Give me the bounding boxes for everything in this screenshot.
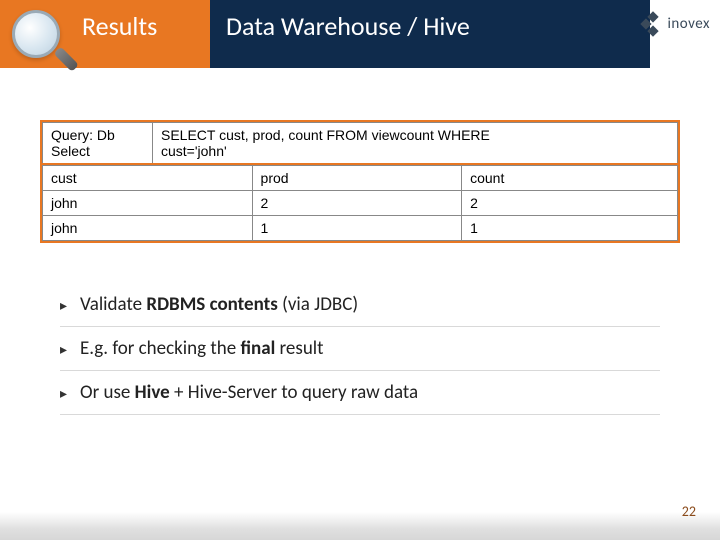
- section-label: Results: [82, 10, 157, 42]
- query-row: Query: Db Select SELECT cust, prod, coun…: [43, 123, 678, 165]
- list-item: E.g. for checking the final result: [60, 327, 660, 371]
- col-header: cust: [43, 166, 253, 191]
- query-label-cell: Query: Db Select: [43, 123, 153, 165]
- cell: 1: [462, 216, 678, 241]
- company-logo: inovex: [643, 14, 710, 34]
- bullet-post: + Hive-Server to query raw data: [170, 381, 418, 404]
- bullet-pre: E.g. for checking the: [80, 337, 240, 360]
- slide-content: Query: Db Select SELECT cust, prod, coun…: [0, 68, 720, 415]
- bullet-pre: Validate: [80, 293, 146, 316]
- cell: 1: [252, 216, 462, 241]
- col-header: count: [462, 166, 678, 191]
- logo-mark-icon: [639, 10, 667, 38]
- col-header: prod: [252, 166, 462, 191]
- table-row: john 1 1: [43, 216, 678, 241]
- query-table: Query: Db Select SELECT cust, prod, coun…: [42, 122, 678, 165]
- query-sql-2: cust='john': [161, 143, 227, 159]
- query-label-2: Select: [51, 143, 90, 159]
- slide-header: Results Data Warehouse / Hive inovex: [0, 0, 720, 68]
- bullet-post: (via JDBC): [278, 293, 358, 316]
- cell: 2: [252, 191, 462, 216]
- cell: john: [43, 191, 253, 216]
- bullet-post: result: [275, 337, 323, 360]
- result-table: cust prod count john 2 2 john 1 1: [42, 165, 678, 241]
- magnifier-icon: [6, 4, 76, 74]
- page-number: 22: [682, 503, 696, 520]
- slide-title: Data Warehouse / Hive: [226, 10, 470, 42]
- logo-text: inovex: [667, 15, 710, 33]
- list-item: Validate RDBMS contents (via JDBC): [60, 283, 660, 327]
- cell: 2: [462, 191, 678, 216]
- table-row: john 2 2: [43, 191, 678, 216]
- list-item: Or use Hive + Hive-Server to query raw d…: [60, 371, 660, 415]
- bullet-bold: RDBMS contents: [146, 293, 277, 316]
- query-sql-cell: SELECT cust, prod, count FROM viewcount …: [153, 123, 678, 165]
- bullet-bold: final: [240, 337, 275, 360]
- cell: john: [43, 216, 253, 241]
- bullet-pre: Or use: [80, 381, 135, 404]
- bullet-list: Validate RDBMS contents (via JDBC) E.g. …: [40, 283, 680, 415]
- query-label-1: Query: Db: [51, 127, 115, 143]
- bullet-bold: Hive: [135, 381, 170, 404]
- query-result-block: Query: Db Select SELECT cust, prod, coun…: [40, 120, 680, 243]
- footer-gradient: [0, 512, 720, 540]
- result-header-row: cust prod count: [43, 166, 678, 191]
- query-sql-1: SELECT cust, prod, count FROM viewcount …: [161, 127, 490, 143]
